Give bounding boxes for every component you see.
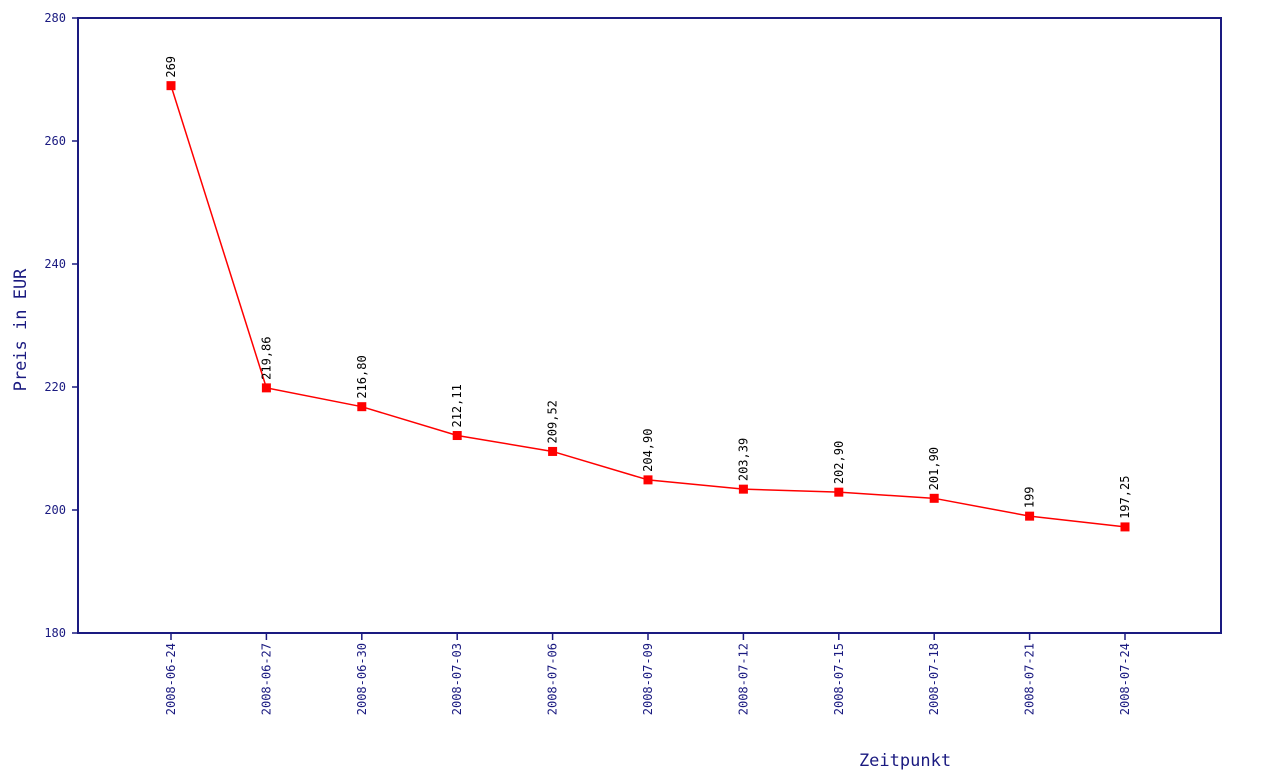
data-labels: 269 219,86 216,80 212,11 209,52 204,90 203,39 2… — [164, 56, 1132, 519]
data-point-marker — [357, 402, 367, 412]
data-point-marker — [643, 475, 653, 485]
data-value-label: 201,90 — [927, 447, 941, 490]
x-tick-label: 2008-07-03 — [450, 643, 464, 715]
data-point-marker — [834, 487, 844, 497]
x-axis-title: Zeitpunkt — [859, 751, 951, 771]
data-point-marker — [166, 81, 176, 91]
data-value-label: 199 — [1023, 486, 1037, 508]
y-tick-label: 220 — [44, 380, 66, 394]
data-point-marker — [548, 446, 558, 456]
data-value-label: 204,90 — [641, 429, 655, 472]
x-tick-label: 2008-06-27 — [259, 643, 273, 715]
x-tick-label: 2008-07-09 — [641, 643, 655, 715]
x-tick-label: 2008-07-18 — [927, 643, 941, 715]
data-value-label: 203,39 — [736, 438, 750, 481]
x-tick-label: 2008-06-24 — [164, 643, 178, 715]
y-tick-label: 180 — [44, 626, 66, 640]
data-value-label: 216,80 — [355, 355, 369, 398]
x-tick-label: 2008-07-15 — [832, 643, 846, 715]
x-axis: 2008-06-24 2008-06-27 2008-06-30 2008-07-03… — [164, 633, 1132, 715]
y-tick-label: 280 — [44, 11, 66, 25]
y-tick-label: 200 — [44, 503, 66, 517]
x-tick-label: 2008-07-24 — [1118, 643, 1132, 715]
plot-frame — [77, 17, 1222, 634]
data-point-marker — [738, 484, 748, 494]
y-axis-title: Preis in EUR — [11, 268, 31, 392]
data-value-label: 219,86 — [259, 337, 273, 380]
data-point-marker — [1025, 511, 1035, 521]
data-point-marker — [929, 493, 939, 503]
x-tick-label: 2008-06-30 — [355, 643, 369, 715]
x-tick-label: 2008-07-06 — [546, 643, 560, 715]
data-point-marker — [452, 431, 462, 441]
y-axis: 180 200 220 240 260 280 — [44, 11, 78, 640]
data-value-label: 212,11 — [450, 384, 464, 427]
data-point-marker — [261, 383, 271, 393]
data-value-label: 269 — [164, 56, 178, 78]
x-tick-label: 2008-07-12 — [736, 643, 750, 715]
data-points — [166, 81, 1130, 532]
data-point-marker — [1120, 522, 1130, 532]
data-value-label: 197,25 — [1118, 476, 1132, 519]
y-tick-label: 260 — [44, 134, 66, 148]
y-tick-label: 240 — [44, 257, 66, 271]
x-tick-label: 2008-07-21 — [1023, 643, 1037, 715]
data-value-label: 209,52 — [546, 400, 560, 443]
data-value-label: 202,90 — [832, 441, 846, 484]
